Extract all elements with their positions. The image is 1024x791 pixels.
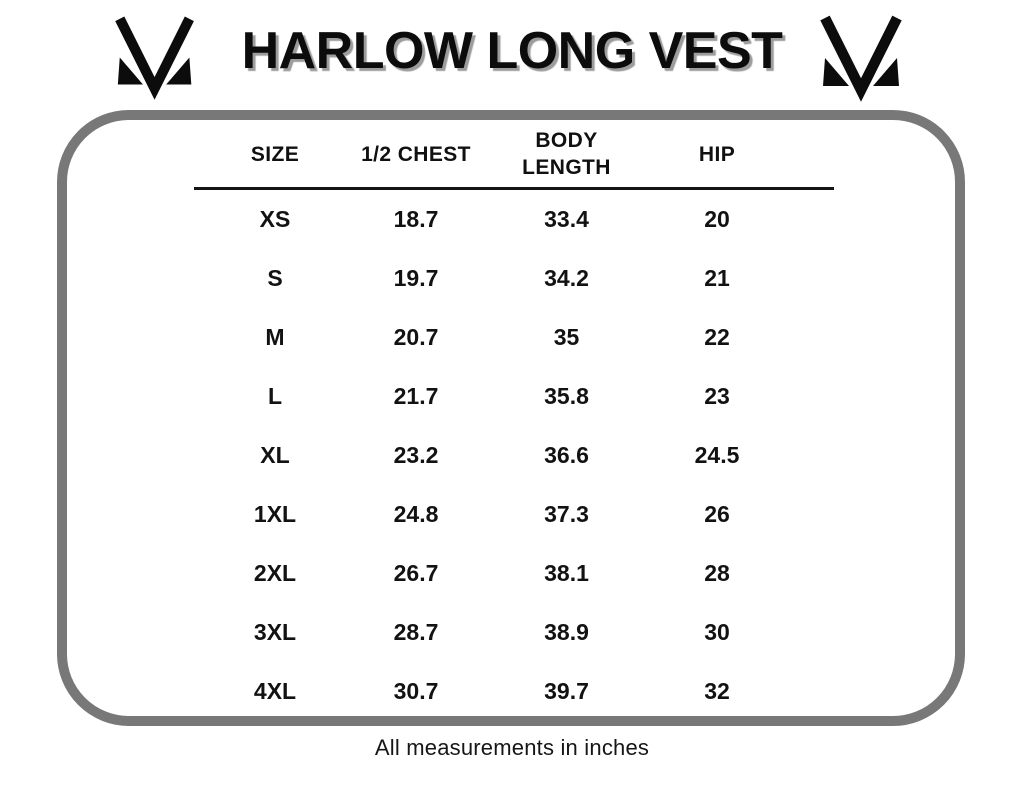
cell-half-chest: 21.7 <box>393 383 439 409</box>
cell-hip: 26 <box>704 501 730 527</box>
cell-body-length: 36.6 <box>544 442 589 468</box>
cell-body-length: 34.2 <box>544 265 589 291</box>
cell-hip: 23 <box>704 383 730 409</box>
cell-body-length: 39.7 <box>544 678 589 704</box>
cell-half-chest: 23.2 <box>393 442 439 468</box>
cell-size: XS <box>259 206 291 232</box>
cell-size: 4XL <box>253 678 297 704</box>
size-table: SIZE 1/2 CHEST BODY LENGTH HIP XS 18.7 3… <box>194 126 834 721</box>
cell-half-chest: 19.7 <box>393 265 439 291</box>
size-chart-frame <box>57 110 965 726</box>
cell-hip: 20 <box>704 206 730 232</box>
measurement-units-note: All measurements in inches <box>374 735 650 760</box>
cell-size: 3XL <box>253 619 297 645</box>
column-header-body-length: BODY LENGTH <box>522 129 611 179</box>
cell-half-chest: 18.7 <box>393 206 439 232</box>
column-header-hip: HIP <box>698 142 736 166</box>
cell-body-length: 37.3 <box>544 501 589 527</box>
brand-m-monogram-icon <box>108 13 205 100</box>
cell-hip: 32 <box>704 678 730 704</box>
table-row-4xl: 4XL 30.7 39.7 32 <box>194 662 834 721</box>
cell-half-chest: 26.7 <box>393 560 439 586</box>
size-table-header-row: SIZE 1/2 CHEST BODY LENGTH HIP <box>194 126 834 184</box>
cell-hip: 24.5 <box>694 442 740 468</box>
cell-body-length: 35.8 <box>544 383 589 409</box>
table-row-xs: XS 18.7 33.4 20 <box>194 190 834 249</box>
cell-size: 1XL <box>253 501 297 527</box>
cell-body-length: 38.9 <box>544 619 589 645</box>
table-row-1xl: 1XL 24.8 37.3 26 <box>194 485 834 544</box>
table-row-s: S 19.7 34.2 21 <box>194 249 834 308</box>
cell-half-chest: 28.7 <box>393 619 439 645</box>
cell-body-length: 38.1 <box>544 560 589 586</box>
column-header-size: SIZE <box>250 142 300 166</box>
cell-hip: 21 <box>704 265 730 291</box>
cell-half-chest: 30.7 <box>393 678 439 704</box>
cell-size: XL <box>260 442 290 468</box>
cell-size: L <box>267 383 283 409</box>
column-header-half-chest: 1/2 CHEST <box>361 142 471 166</box>
header-divider-line <box>194 187 834 190</box>
cell-half-chest: 24.8 <box>393 501 439 527</box>
cell-size: M <box>265 324 285 350</box>
cell-hip: 30 <box>704 619 730 645</box>
page-title: HARLOW LONG VEST <box>241 22 783 80</box>
cell-hip: 22 <box>704 324 730 350</box>
cell-half-chest: 20.7 <box>393 324 439 350</box>
table-row-m: M 20.7 35 22 <box>194 308 834 367</box>
table-row-3xl: 3XL 28.7 38.9 30 <box>194 603 834 662</box>
table-row-xl: XL 23.2 36.6 24.5 <box>194 426 834 485</box>
cell-body-length: 33.4 <box>544 206 589 232</box>
cell-hip: 28 <box>704 560 730 586</box>
cell-size: 2XL <box>253 560 297 586</box>
cell-size: S <box>267 265 283 291</box>
table-row-l: L 21.7 35.8 23 <box>194 367 834 426</box>
brand-m-monogram-icon <box>812 12 914 102</box>
table-row-2xl: 2XL 26.7 38.1 28 <box>194 544 834 603</box>
cell-body-length: 35 <box>553 324 580 350</box>
